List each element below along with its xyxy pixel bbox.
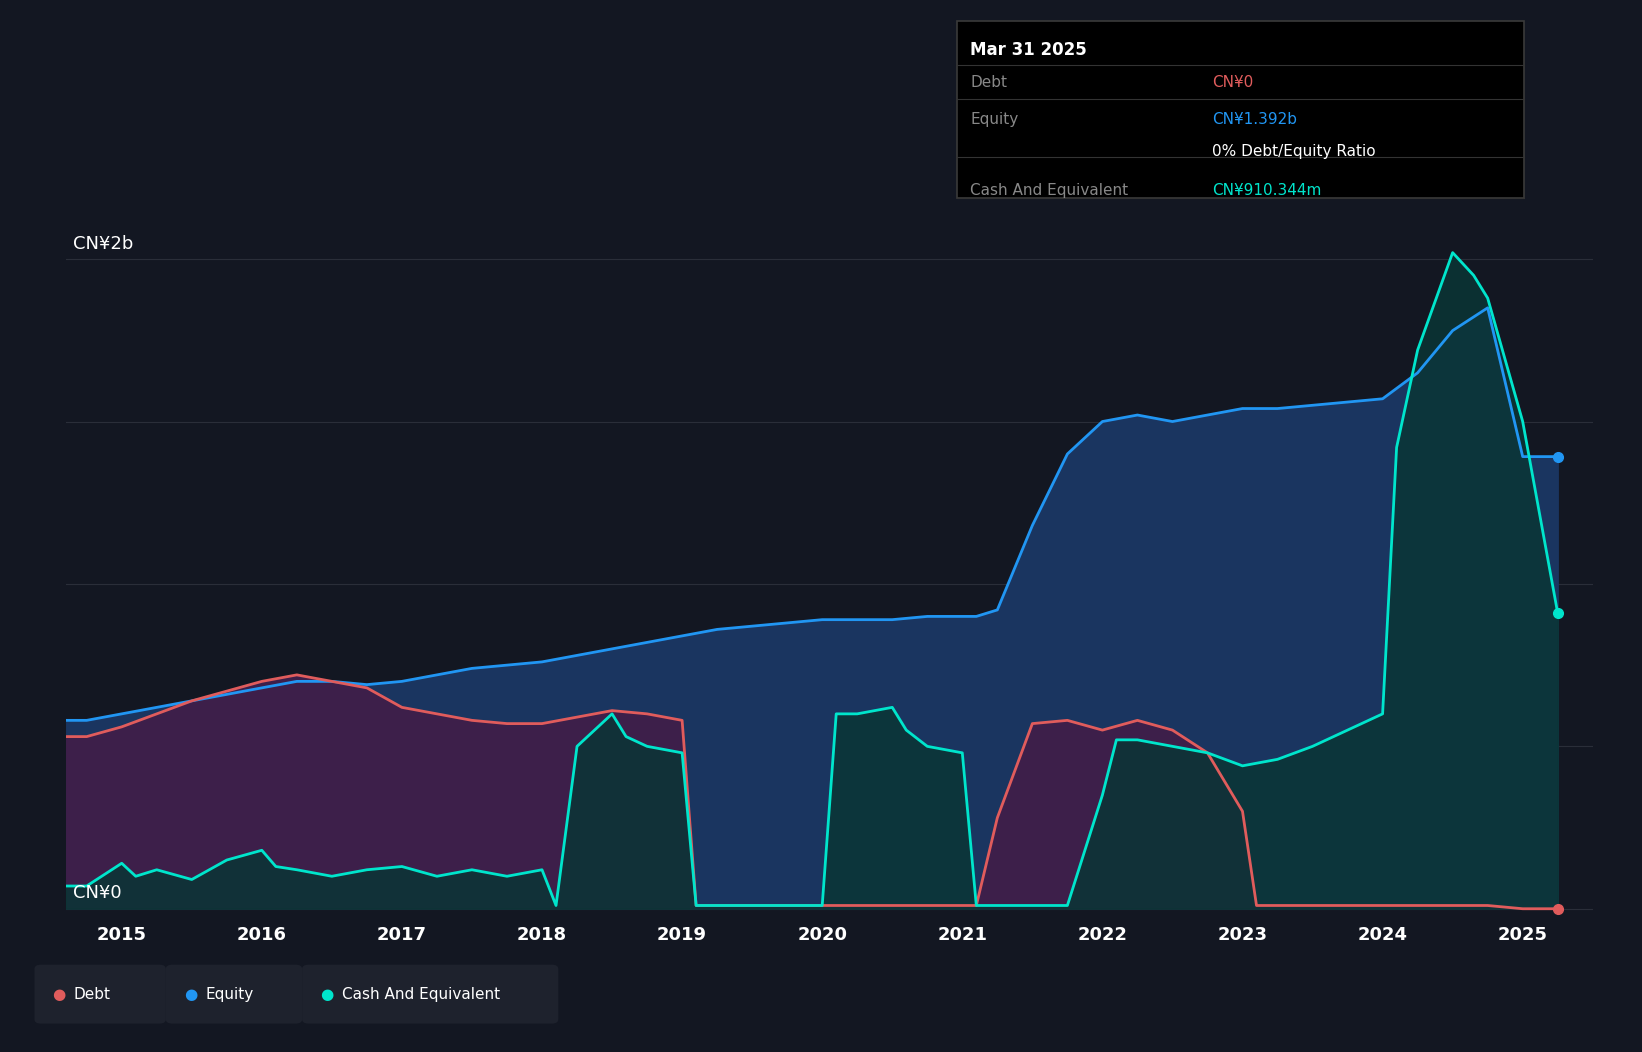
Text: Cash And Equivalent: Cash And Equivalent	[970, 183, 1128, 198]
Text: CN¥0: CN¥0	[1212, 75, 1253, 89]
Text: Debt: Debt	[970, 75, 1008, 89]
Text: Cash And Equivalent: Cash And Equivalent	[342, 987, 499, 1002]
Text: CN¥1.392b: CN¥1.392b	[1212, 113, 1297, 127]
Text: Equity: Equity	[205, 987, 253, 1002]
Text: Mar 31 2025: Mar 31 2025	[970, 41, 1087, 60]
Text: ●: ●	[53, 987, 66, 1002]
Text: Equity: Equity	[970, 113, 1018, 127]
Text: ●: ●	[184, 987, 197, 1002]
Text: CN¥910.344m: CN¥910.344m	[1212, 183, 1322, 198]
Text: Debt: Debt	[74, 987, 112, 1002]
Text: CN¥0: CN¥0	[72, 885, 122, 903]
Text: 0% Debt/Equity Ratio: 0% Debt/Equity Ratio	[1212, 144, 1376, 159]
Text: ●: ●	[320, 987, 333, 1002]
Text: CN¥2b: CN¥2b	[72, 235, 133, 252]
